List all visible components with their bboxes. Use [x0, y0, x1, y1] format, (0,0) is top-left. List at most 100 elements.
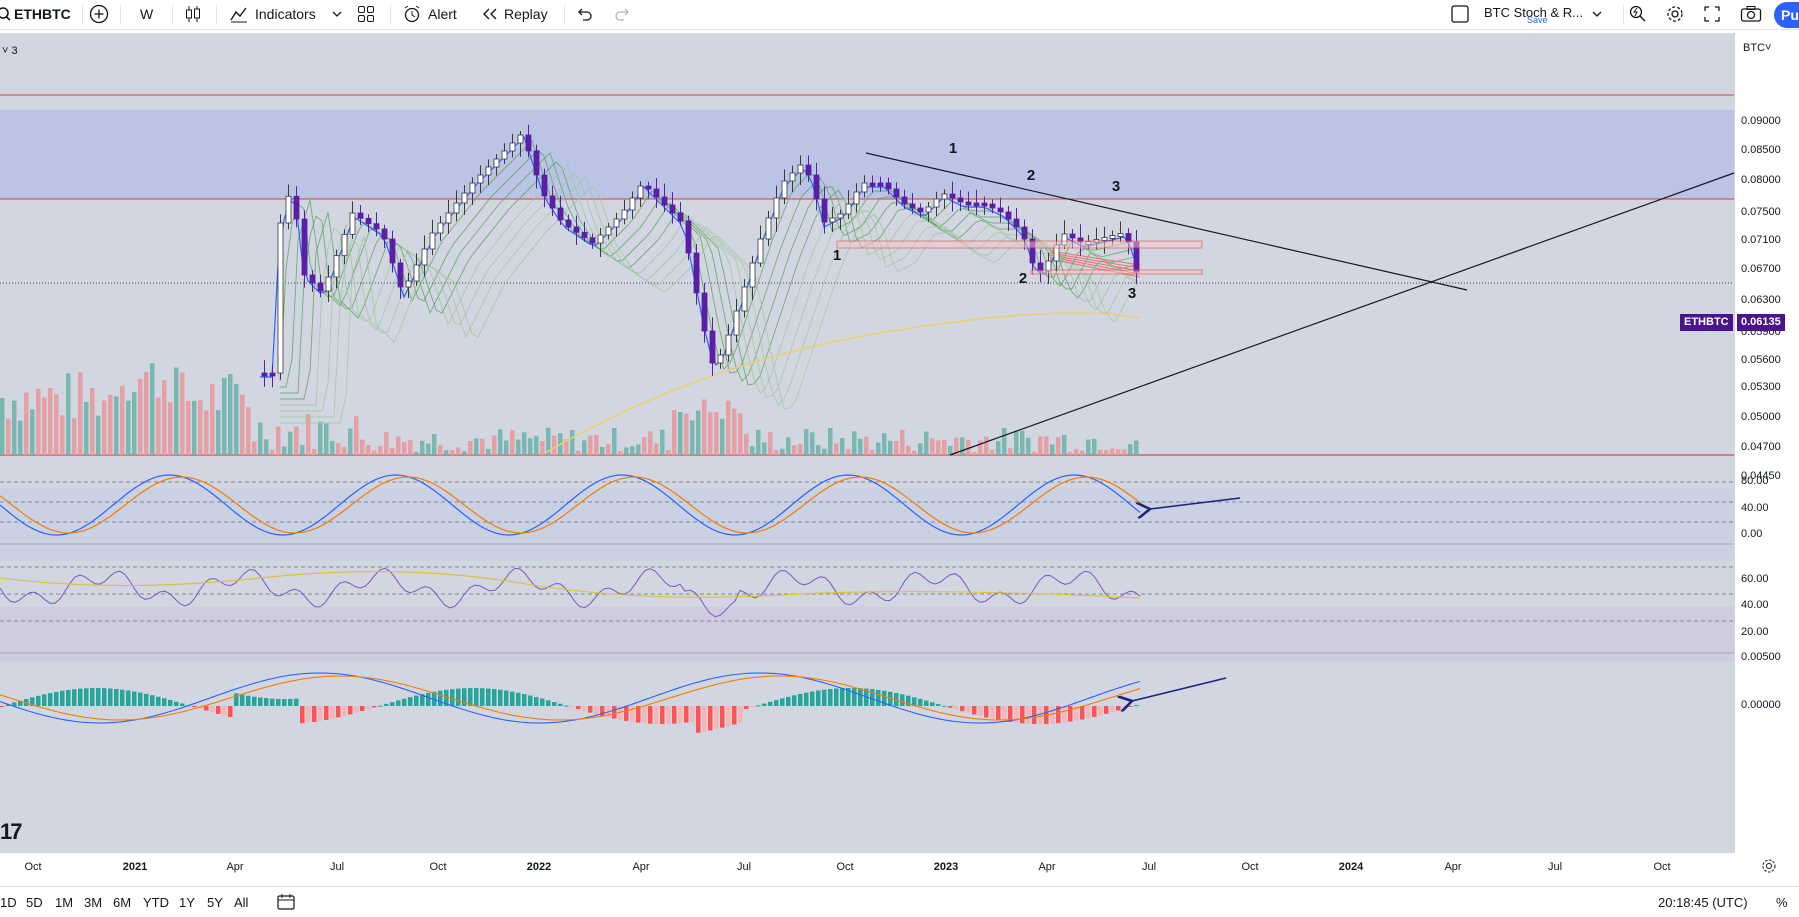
snapshot-button[interactable] [1740, 0, 1762, 28]
candle-body [325, 276, 332, 292]
settings-button[interactable] [1665, 0, 1685, 28]
replay-button[interactable]: Replay [481, 0, 548, 28]
macd-histogram-bar [504, 690, 509, 706]
price-axis[interactable] [1734, 33, 1799, 853]
layout-name[interactable]: BTC Stoch & R... [1484, 0, 1583, 26]
macd-histogram-bar [96, 688, 101, 706]
macd-histogram-bar [564, 705, 569, 707]
range-button[interactable]: 5Y [207, 895, 223, 910]
range-button[interactable]: 1M [55, 895, 74, 910]
macd-histogram-bar [72, 689, 77, 706]
volume-bar [294, 426, 299, 455]
range-button[interactable]: 1Y [179, 895, 195, 910]
macd-histogram-bar [156, 696, 161, 706]
currency-menu[interactable]: BTC˅ [1743, 42, 1771, 54]
volume-bar [942, 439, 947, 455]
drawings-layer: 1 2 3 1 2 3 [833, 140, 1735, 456]
chevron-down-icon: ˅ [2, 45, 9, 57]
macd-histogram-bar [948, 706, 953, 708]
layout-checkbox[interactable] [1450, 0, 1470, 28]
range-button[interactable]: 5D [26, 895, 43, 910]
time-tick-label: Oct [429, 861, 447, 873]
undo-button[interactable] [575, 0, 593, 28]
gear-icon [1667, 6, 1683, 22]
volume-bar [84, 401, 89, 455]
indicators-dropdown[interactable] [331, 0, 343, 28]
volume-bar [972, 451, 977, 455]
axis-settings-button[interactable] [1761, 858, 1777, 879]
volume-bar [720, 418, 725, 455]
time-tick-label: Oct [24, 861, 42, 873]
macd-histogram-bar [894, 692, 899, 706]
publish-button[interactable]: Pu [1774, 2, 1799, 28]
volume-bar [912, 450, 917, 455]
macd-histogram-bar [756, 705, 761, 707]
candle-body [533, 150, 540, 176]
volume-bar [90, 388, 95, 455]
percent-toggle[interactable]: % [1776, 895, 1788, 910]
volume-bar [144, 371, 149, 455]
legend-toggle[interactable]: ˅ 3 [2, 45, 18, 57]
volume-bar [648, 431, 653, 455]
macd-histogram-bar [714, 706, 719, 730]
volume-bar [1116, 449, 1121, 455]
macd-histogram-bar [1128, 706, 1133, 707]
descending-trendline [865, 152, 1468, 291]
volume-bar [102, 400, 107, 455]
volume-bar [618, 451, 623, 455]
candle-body [509, 142, 516, 152]
macd-histogram-bar [384, 703, 389, 706]
candle-body [549, 195, 556, 209]
layouts-button[interactable] [357, 0, 375, 28]
macd-histogram-bar [780, 698, 785, 706]
symbol-search[interactable]: ETHBTC [0, 0, 82, 28]
candle-body [309, 274, 316, 284]
macd-histogram-bar [486, 688, 491, 706]
candle-body [837, 213, 844, 219]
macd-histogram-bar [270, 698, 275, 706]
volume-bar [318, 421, 323, 455]
quick-search-button[interactable] [1628, 0, 1648, 28]
chart-canvas[interactable]: 1 2 3 1 2 3 [0, 33, 1799, 886]
volume-bar [924, 431, 929, 455]
macd-histogram-bar [264, 698, 269, 706]
range-button[interactable]: 3M [84, 895, 103, 910]
chart-type-button[interactable] [184, 0, 202, 28]
macd-histogram-bar [114, 688, 119, 706]
volume-bar [1032, 451, 1037, 455]
redo-button[interactable] [614, 0, 632, 28]
candle-body [1013, 218, 1020, 228]
compare-button[interactable] [88, 0, 110, 28]
macd-histogram-bar [42, 694, 47, 706]
range-button[interactable]: 1D [0, 895, 17, 910]
fullscreen-button[interactable] [1703, 0, 1721, 28]
volume-bar [264, 439, 269, 455]
macd-histogram-bar [708, 706, 713, 731]
range-button[interactable]: YTD [143, 895, 169, 910]
alert-button[interactable]: Alert [403, 0, 457, 28]
macd-histogram-bar [786, 696, 791, 706]
grid-icon [358, 6, 374, 22]
macd-histogram-bar [594, 706, 599, 715]
interval-button[interactable]: W [140, 0, 153, 28]
volume-bar [162, 380, 167, 455]
macd-histogram-bar [618, 706, 623, 720]
volume-bar [666, 449, 671, 455]
date-range-button[interactable] [276, 893, 296, 914]
macd-histogram-bar [180, 703, 185, 706]
candles-icon [186, 6, 200, 22]
candle-body [477, 174, 484, 184]
range-button[interactable]: 6M [113, 895, 132, 910]
layout-dropdown[interactable] [1591, 0, 1603, 28]
macd-histogram-bar [1020, 706, 1025, 724]
volume-bar [108, 394, 113, 455]
utc-clock[interactable]: 20:18:45 (UTC) [1658, 895, 1748, 910]
indicators-button[interactable]: Indicators [229, 0, 316, 28]
candle-body [589, 237, 596, 244]
range-button[interactable]: All [234, 895, 249, 910]
macd-histogram-bar [288, 698, 293, 706]
price-tick-label: 0.04450 [1741, 470, 1781, 482]
ema-ribbon-line [1049, 252, 1141, 269]
volume-bar [156, 397, 161, 455]
volume-bar [612, 428, 617, 455]
